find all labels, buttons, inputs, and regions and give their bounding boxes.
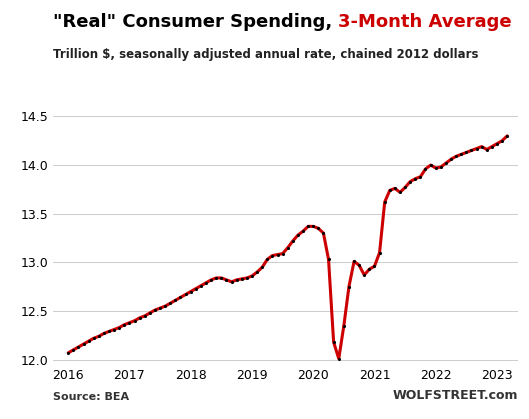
Point <box>248 273 256 279</box>
Text: 3-Month Average: 3-Month Average <box>339 13 512 31</box>
Text: WOLFSTREET.com: WOLFSTREET.com <box>393 389 518 402</box>
Point <box>171 297 180 304</box>
Point <box>345 283 353 290</box>
Text: Source: BEA: Source: BEA <box>53 392 129 402</box>
Point <box>69 347 78 353</box>
Point <box>187 288 195 295</box>
Point <box>447 156 455 163</box>
Point <box>314 225 323 232</box>
Text: Trillion $, seasonally adjusted annual rate, chained 2012 dollars: Trillion $, seasonally adjusted annual r… <box>53 48 478 61</box>
Point <box>268 252 277 259</box>
Point <box>462 149 471 156</box>
Point <box>355 262 363 269</box>
Point <box>156 305 165 311</box>
Point <box>319 230 327 237</box>
Point <box>309 223 317 230</box>
Point <box>222 277 231 283</box>
Point <box>390 185 399 192</box>
Point <box>232 277 241 283</box>
Point <box>452 153 460 160</box>
Point <box>376 249 384 256</box>
Point <box>340 322 348 329</box>
Point <box>365 266 373 272</box>
Point <box>115 324 123 331</box>
Point <box>370 263 379 269</box>
Point <box>406 178 414 185</box>
Point <box>334 355 343 362</box>
Point <box>330 339 338 346</box>
Point <box>89 335 98 341</box>
Point <box>401 184 409 191</box>
Point <box>125 319 134 326</box>
Point <box>273 251 282 258</box>
Point <box>202 279 210 286</box>
Point <box>79 341 88 347</box>
Point <box>253 269 261 275</box>
Point <box>503 132 512 139</box>
Point <box>263 256 271 263</box>
Point <box>145 310 154 316</box>
Point <box>436 164 445 171</box>
Point <box>396 189 404 196</box>
Point <box>478 143 486 150</box>
Point <box>442 160 450 166</box>
Point <box>105 328 113 335</box>
Point <box>488 143 496 150</box>
Point <box>95 333 103 340</box>
Point <box>289 238 297 244</box>
Point <box>207 277 215 283</box>
Point <box>130 318 139 324</box>
Point <box>416 173 425 180</box>
Point <box>324 256 333 263</box>
Point <box>176 294 185 301</box>
Point <box>472 145 481 152</box>
Point <box>161 303 169 310</box>
Point <box>380 199 389 205</box>
Point <box>386 187 394 194</box>
Point <box>467 147 476 154</box>
Point <box>421 166 430 172</box>
Point <box>191 285 200 292</box>
Point <box>411 175 419 182</box>
Point <box>110 326 118 333</box>
Point <box>304 223 312 230</box>
Point <box>120 321 129 328</box>
Point <box>482 146 491 153</box>
Point <box>217 274 225 281</box>
Point <box>227 279 236 285</box>
Point <box>299 228 307 235</box>
Text: "Real" Consumer Spending,: "Real" Consumer Spending, <box>53 13 339 31</box>
Point <box>426 162 435 168</box>
Point <box>457 151 466 158</box>
Point <box>74 344 83 350</box>
Point <box>197 282 205 289</box>
Point <box>258 264 267 271</box>
Point <box>432 165 440 171</box>
Point <box>284 244 292 251</box>
Point <box>141 313 149 319</box>
Point <box>151 307 159 313</box>
Point <box>181 291 190 298</box>
Point <box>85 338 93 344</box>
Point <box>135 315 144 321</box>
Point <box>99 330 108 337</box>
Point <box>498 137 506 144</box>
Point <box>212 274 221 281</box>
Point <box>360 272 369 278</box>
Point <box>243 274 251 281</box>
Point <box>64 349 72 356</box>
Point <box>278 250 287 257</box>
Point <box>492 140 501 147</box>
Point <box>294 232 302 238</box>
Point <box>238 276 246 282</box>
Point <box>166 300 175 307</box>
Point <box>350 258 358 265</box>
